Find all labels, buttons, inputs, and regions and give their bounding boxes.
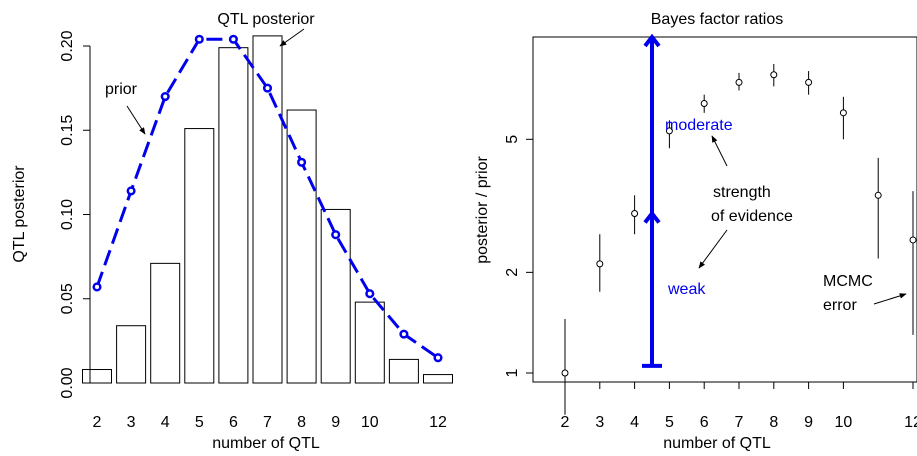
plot-frame xyxy=(532,36,917,383)
left-x-tick-label: 6 xyxy=(229,414,238,431)
right-x-axis-label: number of QTL xyxy=(663,435,771,452)
weak-pointer-arrow xyxy=(698,229,728,269)
left-y-tick-label: 0.00 xyxy=(59,367,76,398)
evidence-arrow xyxy=(642,33,662,368)
right-x-tick-label: 5 xyxy=(665,414,674,431)
left-x-tick-label: 9 xyxy=(331,414,340,431)
left-y-tick-label: 0.10 xyxy=(59,199,76,230)
posterior-bar xyxy=(423,374,453,384)
left-x-tick-label: 7 xyxy=(263,414,272,431)
left-x-tick-label: 2 xyxy=(93,414,102,431)
right-x-tick-label: 8 xyxy=(769,414,778,431)
prior-line xyxy=(92,34,443,363)
right-y-tick-label: 1 xyxy=(504,368,521,377)
right-x-tick-label: 9 xyxy=(804,414,813,431)
right-y-axis-label: posterior / prior xyxy=(474,156,491,264)
posterior-title-arrow xyxy=(279,28,305,47)
prior-point xyxy=(433,353,443,363)
strength-label: strength xyxy=(713,184,771,201)
left-panel: 2 3 4 5 6 7 8 9 10 12 0.00 0.05 0.10 0.15 0.20 QTL po… xyxy=(11,11,453,452)
prior-annotation-arrow xyxy=(126,105,146,135)
ratio-point xyxy=(561,369,569,377)
right-y-tick-label: 5 xyxy=(504,135,521,144)
ratio-point xyxy=(805,78,813,86)
left-y-tick-label: 0.05 xyxy=(59,283,76,314)
left-x-tick-label: 8 xyxy=(297,414,306,431)
weak-label: weak xyxy=(667,281,706,298)
mcmc-error-arrow xyxy=(873,293,907,305)
posterior-bar xyxy=(286,109,317,384)
moderate-pointer-arrow xyxy=(711,135,728,167)
left-x-tick-label: 4 xyxy=(161,414,170,431)
moderate-label: moderate xyxy=(665,117,733,134)
right-title: Bayes factor ratios xyxy=(651,11,784,28)
right-x-tick-label: 6 xyxy=(700,414,709,431)
evidence-arrow-head-mid xyxy=(643,210,661,224)
posterior-bar xyxy=(354,301,385,384)
prior-point xyxy=(331,230,341,240)
prior-point xyxy=(194,34,204,44)
right-x-tick-label: 12 xyxy=(904,414,917,431)
left-x-ticks: 2 3 4 5 6 7 8 9 10 12 xyxy=(93,414,447,431)
right-x-ticks: 2 3 4 5 6 7 8 9 10 12 xyxy=(561,382,917,431)
prior-annotation: prior xyxy=(105,81,138,98)
prior-point xyxy=(262,83,273,93)
prior-point xyxy=(92,282,102,292)
posterior-bar xyxy=(184,128,215,384)
left-x-tick-label: 5 xyxy=(195,414,204,431)
mcmc-label: MCMC xyxy=(823,273,873,290)
left-x-axis-label: number of QTL xyxy=(212,435,320,452)
right-x-tick-label: 7 xyxy=(735,414,744,431)
right-x-tick-label: 2 xyxy=(561,414,570,431)
evidence-arrow-head-top xyxy=(643,33,661,48)
ratio-point xyxy=(700,99,708,107)
ratio-point xyxy=(839,109,847,117)
prior-point xyxy=(160,92,170,102)
prior-dashed-line xyxy=(95,37,439,359)
left-y-tick-label: 0.15 xyxy=(59,115,76,146)
prior-point xyxy=(365,289,375,299)
left-y-axis-label: QTL posterior xyxy=(11,165,28,263)
ratio-point xyxy=(909,236,917,244)
left-x-tick-label: 3 xyxy=(127,414,136,431)
prior-point xyxy=(297,157,307,167)
ratio-points xyxy=(561,63,917,415)
posterior-bars xyxy=(82,35,453,384)
left-y-ticks: 0.00 0.05 0.10 0.15 0.20 xyxy=(59,30,90,399)
left-x-tick-label: 10 xyxy=(361,414,379,431)
ratio-point xyxy=(735,78,743,86)
posterior-bar xyxy=(218,47,249,384)
left-x-tick-label: 12 xyxy=(429,414,447,431)
left-y-tick-label: 0.20 xyxy=(59,30,76,61)
ratio-point xyxy=(631,209,639,217)
ratio-point xyxy=(596,260,604,268)
ratio-point xyxy=(770,71,778,79)
ratio-point xyxy=(874,191,882,199)
prior-point xyxy=(228,34,238,44)
right-x-tick-label: 4 xyxy=(630,414,639,431)
posterior-bar xyxy=(150,262,181,384)
prior-point xyxy=(399,329,409,339)
posterior-bar xyxy=(388,358,419,384)
right-x-tick-label: 10 xyxy=(835,414,853,431)
right-x-tick-label: 3 xyxy=(595,414,604,431)
posterior-bar xyxy=(82,369,112,384)
posterior-bar xyxy=(252,35,283,384)
left-title: QTL posterior xyxy=(217,11,315,28)
of-evidence-label: of evidence xyxy=(711,208,793,225)
prior-point xyxy=(126,186,136,196)
posterior-bar xyxy=(116,325,147,384)
right-y-ticks: 1 2 5 xyxy=(504,135,533,377)
ratio-point xyxy=(665,127,673,135)
error-label: error xyxy=(823,297,857,314)
right-y-tick-label: 2 xyxy=(504,268,521,277)
